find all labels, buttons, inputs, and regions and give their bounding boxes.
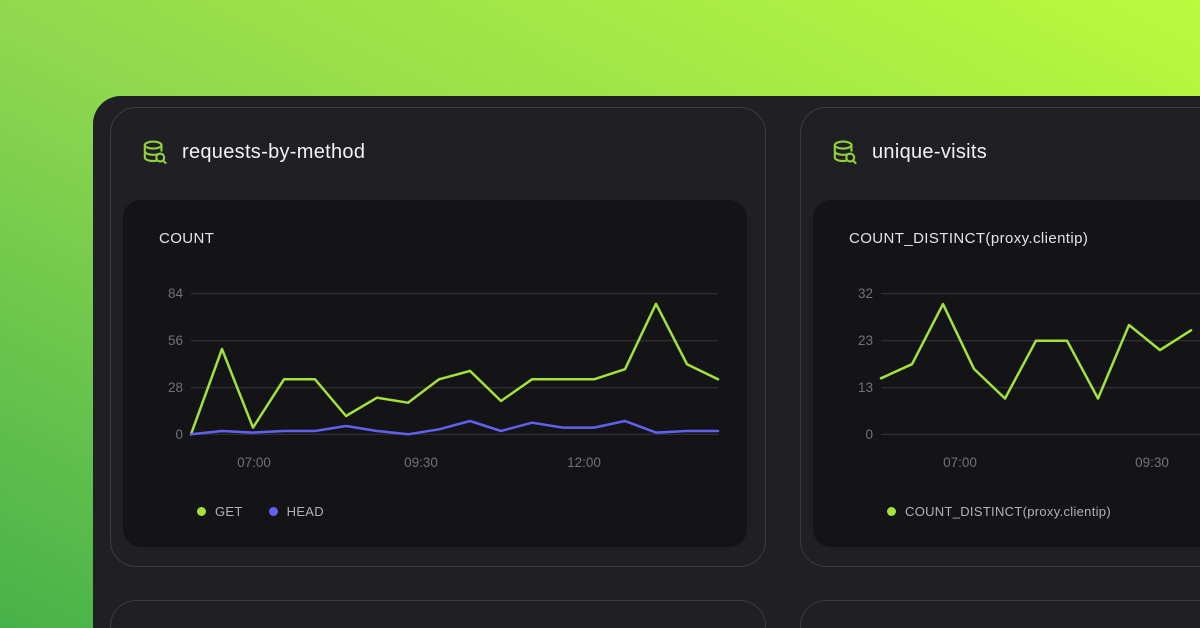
- legend-item[interactable]: COUNT_DISTINCT(proxy.clientip): [887, 504, 1111, 519]
- series-line-count-distinct-proxy-clientip-: [879, 302, 1193, 400]
- y-tick-label: 84: [168, 286, 184, 301]
- y-tick-label: 56: [168, 333, 183, 348]
- series-line-get: [189, 302, 720, 436]
- legend-label: HEAD: [286, 504, 324, 519]
- x-tick-label: 07:00: [237, 455, 271, 470]
- metric-label: COUNT_DISTINCT(proxy.clientip): [849, 230, 1089, 247]
- database-search-icon: [833, 140, 857, 165]
- chart-widget: COUNT_DISTINCT(proxy.clientip) 0 13 23 32 07…: [813, 200, 1200, 547]
- legend-dot: [268, 507, 278, 516]
- y-tick-label: 23: [858, 333, 873, 348]
- partial-card-left[interactable]: [110, 600, 766, 628]
- legend-item[interactable]: HEAD: [268, 504, 324, 519]
- card-header: requests-by-method: [111, 108, 765, 166]
- metric-label: COUNT: [159, 230, 215, 247]
- legend-dot: [887, 507, 896, 516]
- card-title: unique-visits: [872, 141, 988, 163]
- y-tick-label: 13: [858, 380, 873, 395]
- card-title: requests-by-method: [182, 141, 366, 163]
- y-tick-label: 32: [858, 286, 873, 301]
- legend-item[interactable]: GET: [197, 504, 243, 519]
- legend-label: GET: [215, 504, 243, 519]
- x-tick-label: 07:00: [943, 455, 977, 470]
- chart-card-requests-by-method[interactable]: requests-by-method COUNT 0 28 56 84 07:00 09:…: [110, 107, 766, 567]
- dashboard-panel: requests-by-method COUNT 0 28 56 84 07:00 09:…: [93, 96, 1200, 628]
- database-search-icon: [143, 140, 167, 165]
- x-tick-label: 09:30: [404, 455, 438, 470]
- legend-dot: [197, 507, 206, 516]
- chart-legend: GET HEAD: [197, 504, 324, 519]
- series-line-head: [189, 419, 720, 436]
- partial-card-right[interactable]: [800, 600, 1200, 628]
- card-header: unique-visits: [801, 108, 1200, 166]
- legend-label: COUNT_DISTINCT(proxy.clientip): [905, 504, 1111, 519]
- chart-widget: COUNT 0 28 56 84 07:00 09:30 12:00 GET HEAD: [123, 200, 747, 547]
- x-tick-label: 09:30: [1135, 455, 1169, 470]
- chart-legend: COUNT_DISTINCT(proxy.clientip): [887, 504, 1111, 519]
- chart-card-unique-visits[interactable]: unique-visits COUNT_DISTINCT(proxy.clien…: [800, 107, 1200, 567]
- line-chart-unique-visits[interactable]: 0 13 23 32 07:00 09:30: [813, 200, 1200, 547]
- y-tick-label: 28: [168, 380, 183, 395]
- y-tick-label: 0: [175, 427, 183, 442]
- y-tick-label: 0: [865, 427, 873, 442]
- x-tick-label: 12:00: [567, 455, 601, 470]
- line-chart-requests-by-method[interactable]: 0 28 56 84 07:00 09:30 12:00: [123, 200, 747, 547]
